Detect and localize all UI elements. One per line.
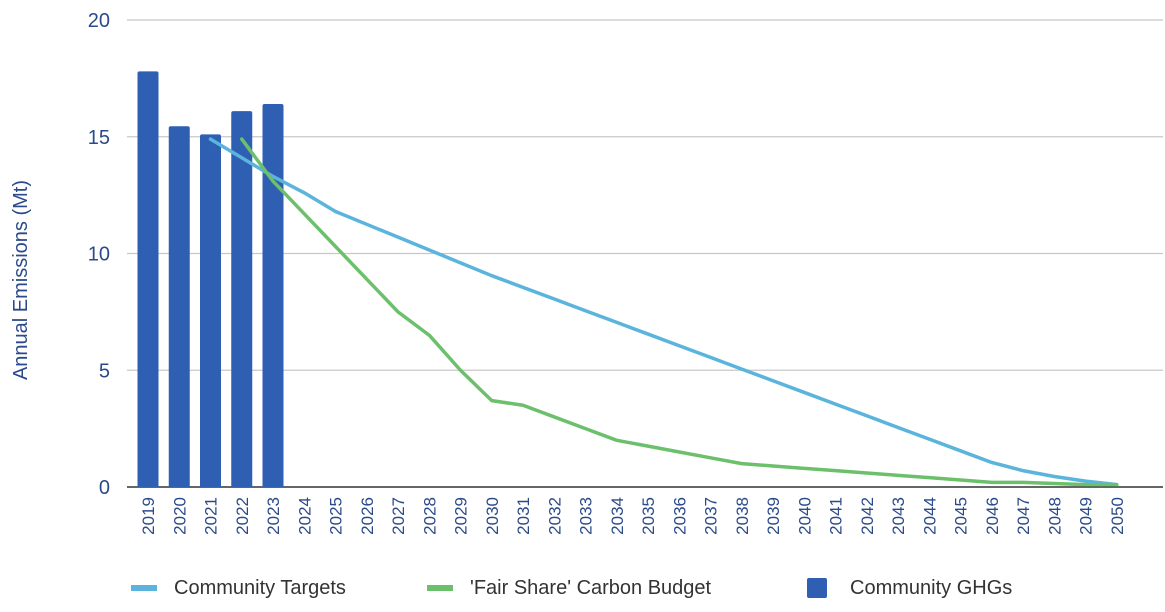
y-tick-label: 15 (88, 127, 110, 149)
x-tick-label: 2028 (420, 497, 439, 535)
x-tick-label: 2020 (170, 497, 189, 535)
legend-swatch-0 (131, 585, 157, 591)
line-series-1 (240, 137, 1119, 487)
x-tick-label: 2037 (702, 497, 721, 535)
x-tick-label: 2024 (295, 497, 314, 535)
axes: 0 5 10 15 20 2019 2020 2021 2022 2023 2024 2025 2026… (88, 10, 1127, 535)
x-tick-label: 2036 (670, 497, 689, 535)
x-tick-label: 2035 (639, 497, 658, 535)
y-tick-label: 20 (88, 10, 110, 32)
legend-swatch-2 (807, 578, 827, 598)
bar-2019 (137, 71, 159, 488)
x-tick-label: 2023 (264, 497, 283, 535)
x-tick-label: 2046 (983, 497, 1002, 535)
x-tick-label: 2025 (327, 497, 346, 535)
x-tick-label: 2039 (764, 497, 783, 535)
legend-label-2: Community GHGs (850, 577, 1012, 599)
y-tick-label: 10 (88, 244, 110, 266)
x-tick-label: 2031 (514, 497, 533, 535)
x-tick-label: 2049 (1077, 497, 1096, 535)
bar-2022 (231, 111, 253, 487)
x-tick-label: 2030 (483, 497, 502, 535)
legend-swatch-1 (427, 585, 453, 591)
x-tick-label: 2040 (795, 497, 814, 535)
legend-label-1: 'Fair Share' Carbon Budget (470, 577, 712, 599)
bar-2021 (200, 134, 221, 488)
x-tick-label: 2045 (952, 497, 971, 535)
x-tick-label: 2026 (358, 497, 377, 535)
x-tick-label: 2019 (139, 497, 158, 535)
x-tick-label: 2027 (389, 497, 408, 535)
bar-2023 (262, 104, 284, 487)
x-tick-label: 2042 (858, 497, 877, 535)
x-tick-label: 2022 (233, 497, 252, 535)
y-tick-label: 5 (99, 360, 110, 382)
line-series (208, 137, 1119, 487)
x-tick-label: 2043 (889, 497, 908, 535)
x-tick-label: 2044 (920, 497, 939, 535)
x-tick-label: 2050 (1108, 497, 1127, 535)
x-tick-label: 2038 (733, 497, 752, 535)
x-tick-label: 2047 (1014, 497, 1033, 535)
legend: Community Targets 'Fair Share' Carbon Bud… (131, 577, 1012, 599)
x-tick-label: 2048 (1045, 497, 1064, 535)
x-tick-label: 2021 (202, 497, 221, 535)
bar-2020 (168, 126, 190, 488)
line-series-0 (208, 137, 1119, 487)
x-tick-label: 2033 (577, 497, 596, 535)
x-tick-label: 2032 (545, 497, 564, 535)
y-axis-label: Annual Emissions (Mt) (10, 180, 32, 380)
y-tick-label: 0 (99, 477, 110, 499)
gridlines (127, 19, 1163, 488)
x-tick-label: 2041 (827, 497, 846, 535)
x-tick-label: 2034 (608, 497, 627, 535)
x-tick-label: 2029 (452, 497, 471, 535)
legend-label-0: Community Targets (174, 577, 346, 599)
bar-series (137, 71, 284, 488)
